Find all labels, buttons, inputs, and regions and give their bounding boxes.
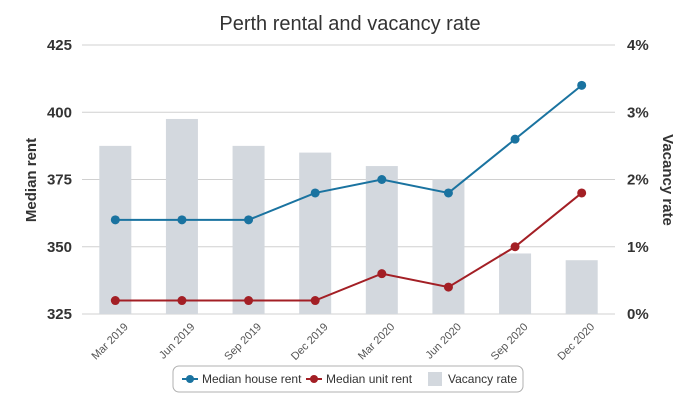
left-tick-label: 425 [47, 37, 72, 54]
legend-bar-swatch [428, 372, 442, 386]
legend-label: Median unit rent [326, 372, 413, 386]
series-1-point [577, 188, 587, 198]
gridlines [82, 44, 615, 315]
right-tick-label: 2% [627, 172, 649, 189]
series-1-point [443, 282, 453, 292]
series-0-point [244, 215, 254, 225]
series-1-point [510, 242, 520, 252]
left-axis-label: Median rent [23, 138, 40, 222]
vacancy-bar [232, 145, 265, 314]
right-axis-ticks: 0% 1% 2% 3% 4% [627, 37, 649, 323]
legend-label: Median house rent [202, 372, 302, 386]
x-tick-label: Jun 2020 [424, 321, 464, 361]
vacancy-bar [565, 260, 598, 314]
chart-title: Perth rental and vacancy rate [219, 13, 480, 35]
right-tick-label: 0% [627, 306, 649, 323]
right-axis-label: Vacancy rate [659, 134, 676, 226]
series-0-point [510, 134, 520, 144]
series-0-point [577, 80, 587, 90]
left-tick-label: 325 [47, 306, 72, 323]
series-1-point [110, 296, 120, 306]
x-tick-label: Sep 2019 [222, 321, 264, 363]
vacancy-bars [99, 118, 598, 314]
series-1-point [244, 296, 254, 306]
right-tick-label: 3% [627, 104, 649, 121]
left-tick-label: 350 [47, 239, 72, 256]
left-axis-ticks: 325 350 375 400 425 [47, 37, 72, 323]
right-tick-label: 1% [627, 239, 649, 256]
vacancy-bar [99, 145, 132, 314]
series-1-point [177, 296, 187, 306]
left-tick-label: 375 [47, 172, 72, 189]
legend-label: Vacancy rate [448, 372, 517, 386]
series-1-point [377, 269, 387, 279]
series-0-point [110, 215, 120, 225]
x-tick-label: Dec 2020 [555, 321, 597, 363]
series-line-1 [115, 192, 583, 302]
series-line-0 [115, 84, 583, 221]
x-tick-label: Dec 2019 [289, 321, 331, 363]
vacancy-bar [499, 253, 532, 314]
vacancy-bar [432, 179, 465, 314]
rent-lines [110, 80, 587, 306]
series-0-point [177, 215, 187, 225]
legend-marker [186, 375, 194, 383]
series-0-point [377, 175, 387, 184]
series-0-point [310, 188, 320, 198]
legend: Median house rent Median unit rent Vacancy… [172, 365, 524, 393]
right-tick-label: 4% [627, 37, 649, 54]
left-tick-label: 400 [47, 104, 72, 121]
legend-marker [310, 375, 318, 383]
x-tick-label: Sep 2020 [489, 321, 531, 363]
series-1-point [310, 296, 320, 306]
x-axis-ticks: Mar 2019 Jun 2019 Sep 2019 Dec 2019 Mar 2020… [90, 321, 598, 363]
vacancy-bar [365, 166, 398, 314]
vacancy-bar [299, 152, 332, 314]
x-tick-label: Jun 2019 [157, 321, 197, 361]
series-0-point [443, 188, 453, 198]
x-tick-label: Mar 2020 [356, 321, 397, 362]
x-tick-label: Mar 2019 [90, 321, 131, 362]
